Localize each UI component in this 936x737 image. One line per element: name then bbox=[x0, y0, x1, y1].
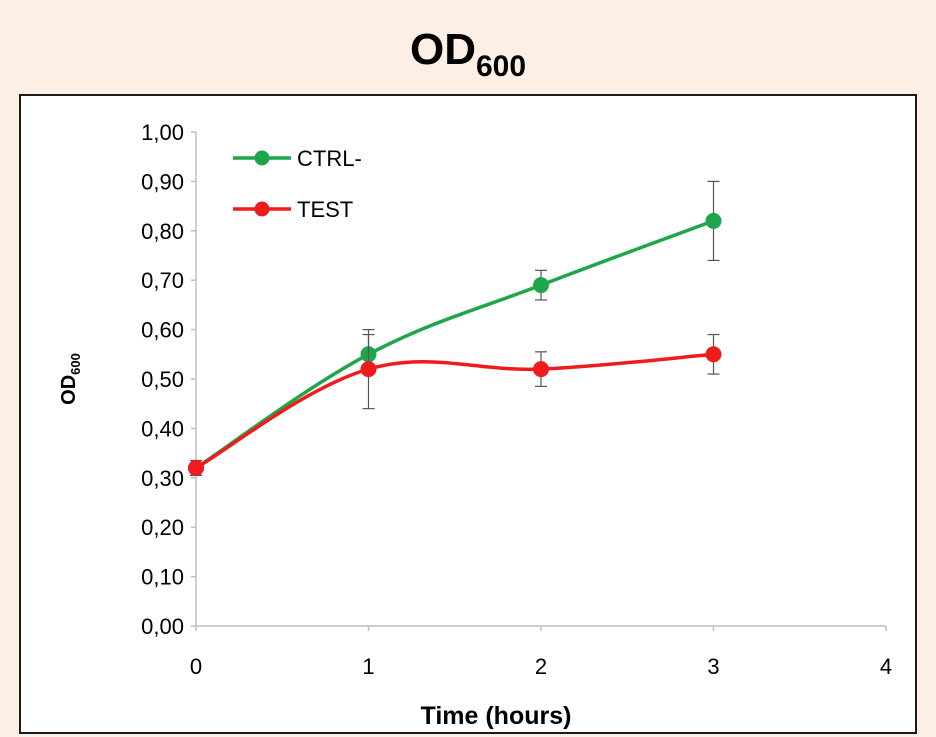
y-tick-label: 0,10 bbox=[141, 565, 184, 590]
y-tick-label: 0,30 bbox=[141, 466, 184, 491]
data-point bbox=[360, 361, 377, 378]
data-point bbox=[705, 212, 722, 229]
x-tick-labels: 0 1 2 3 4 bbox=[190, 626, 892, 679]
y-tick-label: 0,60 bbox=[141, 318, 184, 343]
title-subscript: 600 bbox=[475, 50, 527, 83]
page-title: OD600 bbox=[0, 28, 936, 82]
series-line bbox=[195, 219, 715, 470]
x-tick-label: 4 bbox=[880, 654, 892, 679]
legend-marker bbox=[254, 150, 270, 166]
legend-label: CTRL- bbox=[297, 146, 362, 171]
x-tick-label: 2 bbox=[535, 654, 547, 679]
y-tick-label: 0,20 bbox=[141, 515, 184, 540]
legend-marker bbox=[254, 201, 270, 217]
line-chart: 0,00 0,10 0,20 0,30 0,40 0,50 0,60 0,70 0,80 0,90… bbox=[58, 120, 892, 730]
data-point bbox=[705, 346, 722, 363]
y-axis-label-main: OD bbox=[58, 375, 80, 405]
legend-label: TEST bbox=[297, 197, 353, 222]
y-tick-label: 0,70 bbox=[141, 268, 184, 293]
y-tick-label: 1,00 bbox=[141, 120, 184, 145]
y-tick-label: 0,40 bbox=[141, 416, 184, 441]
y-tick-label: 0,90 bbox=[141, 169, 184, 194]
data-point bbox=[533, 361, 549, 378]
chart-frame: 0,00 0,10 0,20 0,30 0,40 0,50 0,60 0,70 0,80 0,90… bbox=[19, 94, 917, 734]
title-main: OD bbox=[409, 25, 476, 74]
y-axis-label-sub: 600 bbox=[68, 353, 83, 375]
y-axis-label: OD600 bbox=[58, 353, 83, 405]
data-point bbox=[188, 459, 204, 476]
x-tick-label: 1 bbox=[362, 654, 374, 679]
legend: CTRL- TEST bbox=[233, 146, 362, 222]
series-line bbox=[195, 352, 714, 470]
y-tick-label: 0,50 bbox=[141, 367, 184, 392]
y-tick-label: 0,80 bbox=[141, 219, 184, 244]
x-axis-label: Time (hours) bbox=[421, 702, 572, 730]
series-layer bbox=[188, 180, 722, 476]
series-ctrl bbox=[188, 180, 722, 476]
x-tick-label: 3 bbox=[707, 654, 719, 679]
x-tick-label: 0 bbox=[190, 654, 202, 679]
y-tick-label: 0,00 bbox=[141, 614, 184, 639]
series-test bbox=[188, 329, 722, 476]
y-tick-labels: 0,00 0,10 0,20 0,30 0,40 0,50 0,60 0,70 0,80 0,90… bbox=[141, 120, 196, 639]
data-point bbox=[533, 277, 549, 294]
